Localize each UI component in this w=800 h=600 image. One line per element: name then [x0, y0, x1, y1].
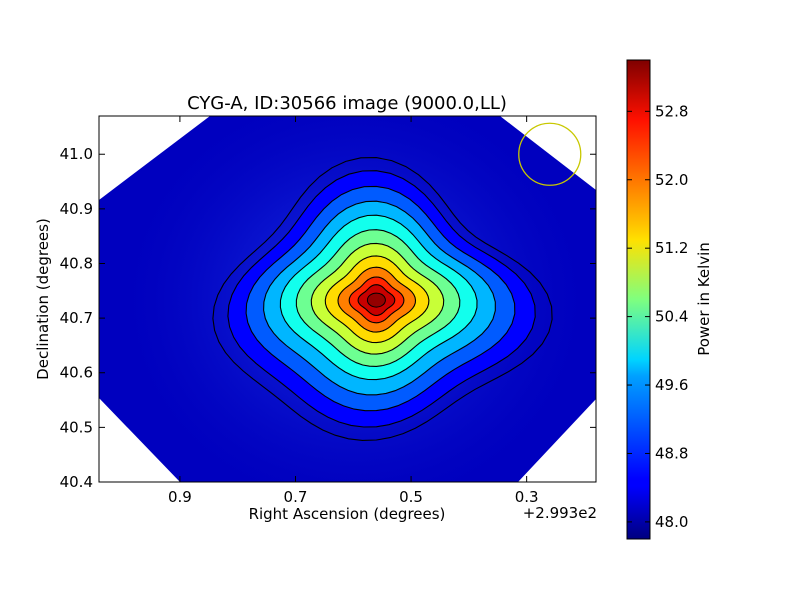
y-axis-ticks: 40.4 40.5 40.6 40.7 40.8 40.9 41.0 [60, 145, 596, 491]
y-tick-label: 40.4 [60, 473, 93, 491]
colorbar-tick-label: 50.4 [655, 308, 688, 326]
contour-lines [212, 157, 553, 441]
y-tick-label: 40.6 [60, 364, 93, 382]
x-tick-label: 0.7 [284, 488, 308, 506]
x-tick-label: 0.3 [515, 488, 539, 506]
colorbar-tick-label: 52.8 [655, 102, 688, 120]
x-axis-ticks: 0.9 0.7 0.5 0.3 [168, 116, 539, 506]
y-axis-label: Declination (degrees) [34, 218, 52, 380]
colorbar-tick-label: 52.0 [655, 171, 688, 189]
colorbar [626, 59, 651, 540]
x-axis-label: Right Ascension (degrees) [249, 505, 446, 523]
colorbar-tick-label: 51.2 [655, 239, 688, 257]
y-tick-label: 40.8 [60, 254, 93, 272]
colorbar-ticks: 48.0 48.8 49.6 50.4 51.2 52.0 52.8 [627, 102, 688, 531]
plot-area [99, 116, 596, 482]
beam-circle [518, 122, 582, 186]
x-tick-label: 0.5 [399, 488, 423, 506]
colorbar-tick-label: 48.0 [655, 513, 688, 531]
x-tick-label: 0.9 [168, 488, 192, 506]
y-tick-label: 41.0 [60, 145, 93, 163]
y-tick-label: 40.9 [60, 200, 93, 218]
x-axis-offset: +2.993e2 [523, 504, 597, 522]
contour-level [212, 157, 553, 441]
peak-core [366, 292, 386, 308]
plot-frame [98, 115, 597, 483]
chart-title: CYG-A, ID:30566 image (9000.0,LL) [187, 93, 507, 114]
colorbar-tick-label: 48.8 [655, 444, 688, 462]
colorbar-tick-label: 49.6 [655, 376, 688, 394]
y-tick-label: 40.5 [60, 418, 93, 436]
y-tick-label: 40.7 [60, 309, 93, 327]
colorbar-label: Power in Kelvin [695, 242, 713, 356]
